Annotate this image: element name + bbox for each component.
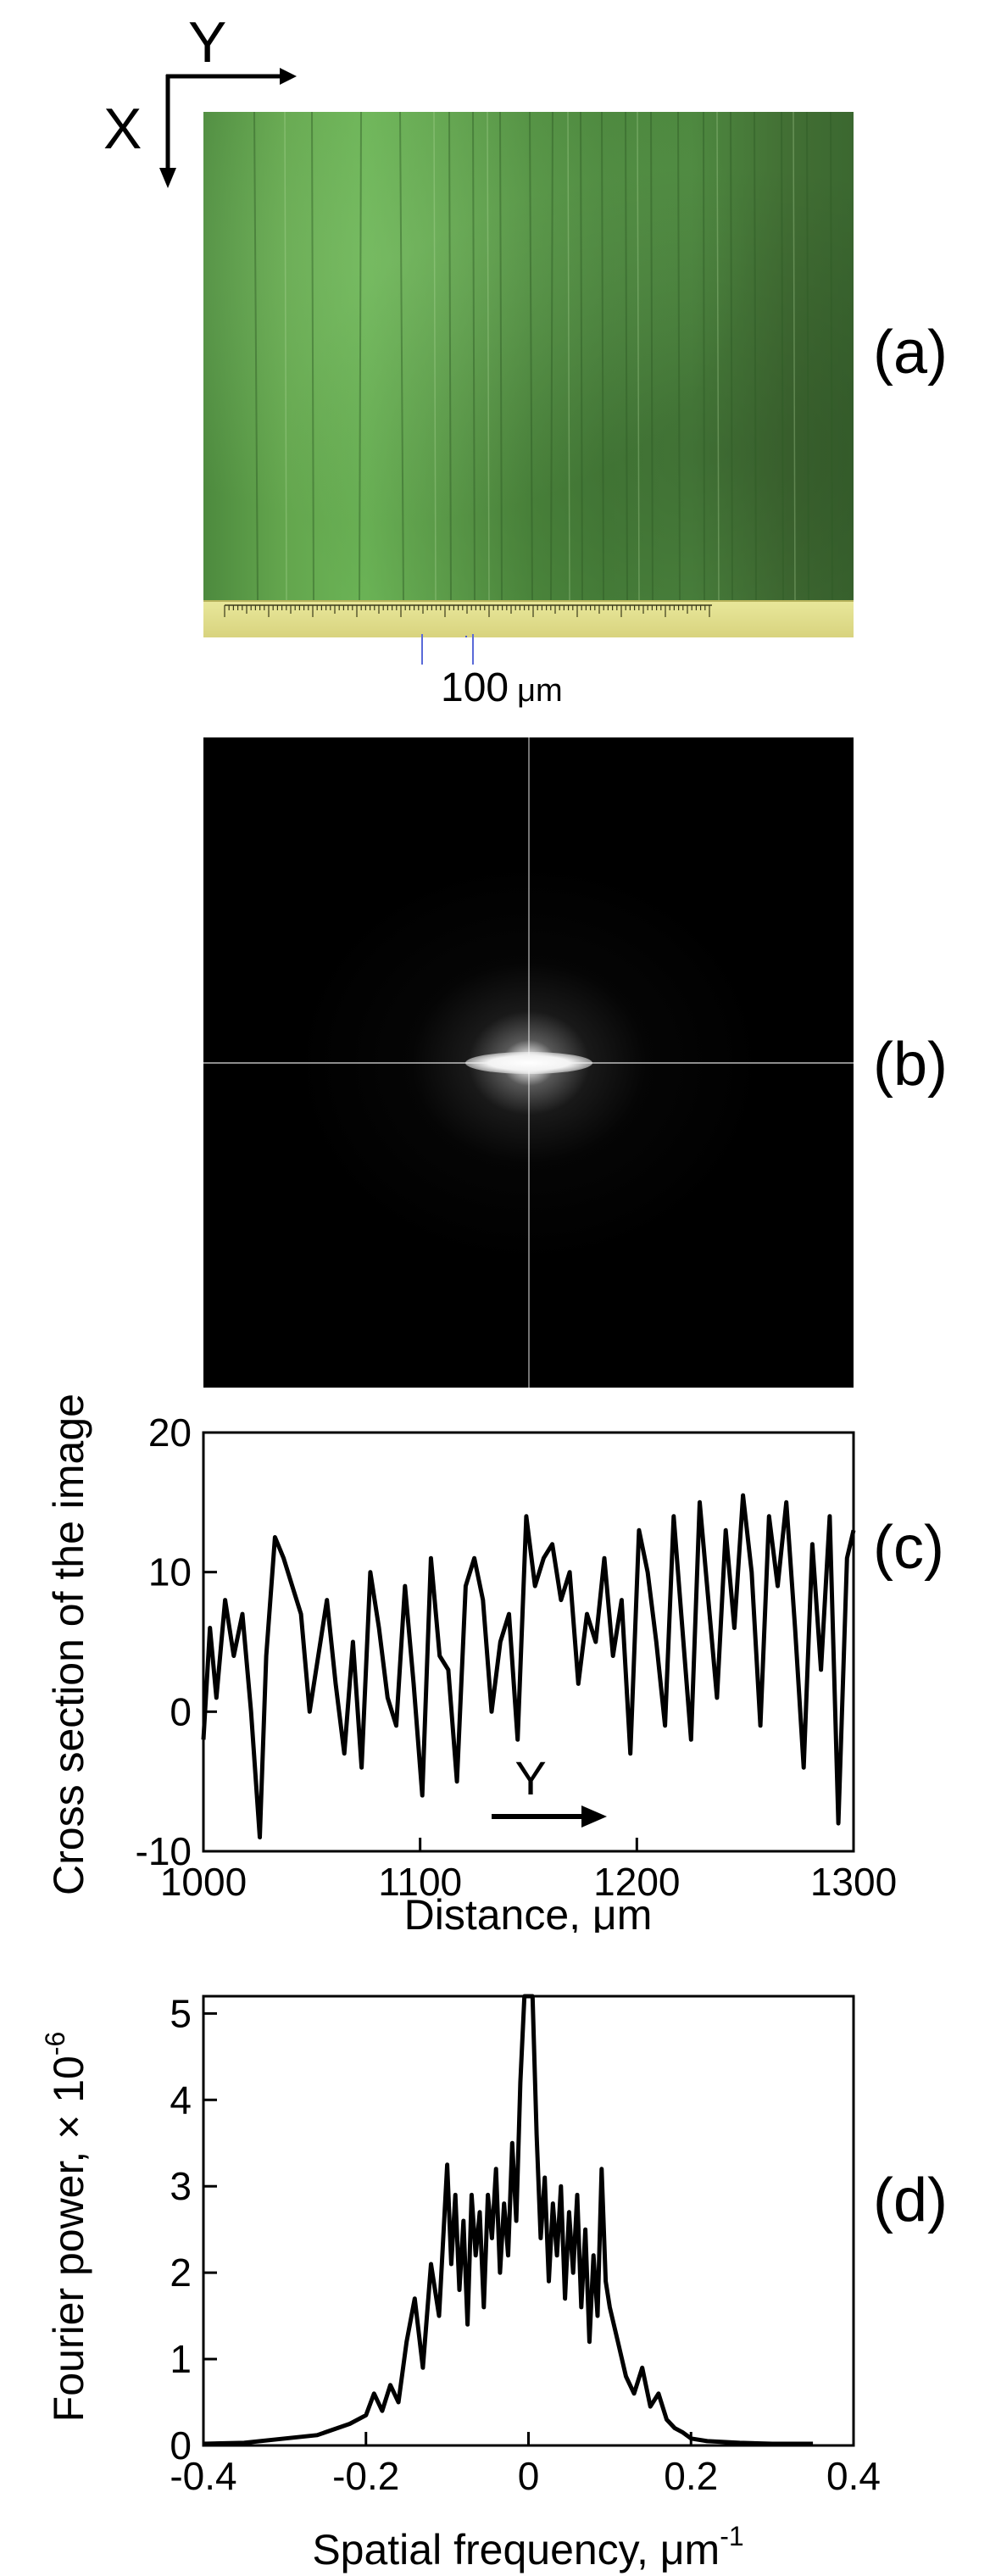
chart-d-ytick-label: 2 xyxy=(170,2251,192,2295)
scale-unit: μm xyxy=(517,673,563,709)
chart-c-xtick-label: 1300 xyxy=(810,1860,897,1904)
fft-central-peak xyxy=(464,1051,592,1074)
panel-c-label: (c) xyxy=(873,1514,944,1582)
micrograph-shading xyxy=(203,112,854,600)
chart-c-annotation-letter: Y xyxy=(514,1751,546,1805)
chart-c-ytick-label: 0 xyxy=(170,1689,192,1733)
chart-c-series-line xyxy=(201,1493,856,1839)
axes-arrows xyxy=(159,68,297,188)
panel-a-label: (a) xyxy=(873,319,948,387)
panel-d-label: (d) xyxy=(873,2167,948,2234)
scale-bar-markers xyxy=(421,634,474,665)
chart-d-xtick-label: -0.2 xyxy=(332,2454,399,2498)
chart-d-series-line xyxy=(203,1994,814,2446)
fourier-power-chart: Fourier power, × 10-6 0 1 2 3 4 5 -0.4 -0.2 0 0.… xyxy=(40,1991,881,2573)
chart-c-xtick-label: 1000 xyxy=(160,1860,247,1904)
chart-d-xtick-label: 0 xyxy=(518,2454,540,2498)
chart-c-xlabel: Distance, μm xyxy=(404,1891,653,1933)
chart-c-ytick-label: 20 xyxy=(148,1410,192,1455)
scale-ruler xyxy=(203,600,854,637)
chart-d-ytick-label: 5 xyxy=(170,1991,192,2035)
chart-d-xtick-label: -0.4 xyxy=(170,2454,236,2498)
chart-d-xaxis: -0.4 -0.2 0 0.2 0.4 xyxy=(170,2432,881,2498)
chart-c-xtick-label: 1100 xyxy=(378,1860,462,1904)
chart-c-ytick-label: 10 xyxy=(148,1550,192,1594)
scale-bar-label: 100 μm xyxy=(441,668,563,709)
chart-d-yaxis: 0 1 2 3 4 5 xyxy=(170,1991,217,2468)
chart-d-ytick-label: 4 xyxy=(170,2078,192,2122)
chart-c-direction-annotation: Y xyxy=(492,1751,607,1828)
chart-d-ytick-label: 0 xyxy=(170,2423,192,2468)
cross-section-chart: Cross section of the image -10 0 10 20 1000… xyxy=(45,1394,897,1933)
chart-c-ytick-label: -10 xyxy=(136,1829,192,1873)
x-axis-letter: X xyxy=(103,97,142,161)
ruler-ticks xyxy=(224,604,712,637)
chart-d-xtick-label: 0.2 xyxy=(664,2454,718,2498)
scale-value: 100 xyxy=(441,665,509,710)
micrograph-striations xyxy=(253,112,833,600)
x-axis-arrowhead xyxy=(159,168,176,188)
chart-c-frame xyxy=(202,1431,855,1853)
chart-d-frame xyxy=(202,1995,855,2447)
chart-d-ytick-label: 1 xyxy=(170,2337,192,2381)
chart-c-xaxis: 1000 1100 1200 1300 xyxy=(160,1838,897,1904)
fourier-transform-image xyxy=(203,737,854,1388)
chart-d-ylabel: Fourier power, × 10-6 xyxy=(40,2032,92,2423)
y-axis-arrowhead xyxy=(280,68,297,85)
chart-d-xlabel: Spatial frequency, μm-1 xyxy=(312,2521,743,2573)
chart-c-yaxis: -10 0 10 20 xyxy=(136,1410,217,1873)
panel-b-label: (b) xyxy=(873,1031,948,1099)
chart-c-xtick-label: 1200 xyxy=(593,1860,680,1904)
y-axis-letter: Y xyxy=(188,10,227,75)
chart-d-ytick-label: 3 xyxy=(170,2164,192,2208)
chart-c-annotation-arrowhead xyxy=(581,1805,607,1828)
chart-d-xtick-label: 0.4 xyxy=(826,2454,881,2498)
chart-c-ylabel: Cross section of the image xyxy=(45,1394,92,1895)
micrograph-image xyxy=(203,112,854,600)
